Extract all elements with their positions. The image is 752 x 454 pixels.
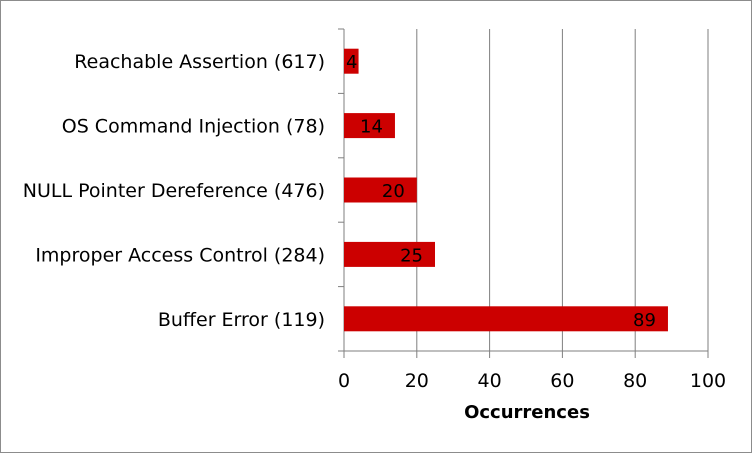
data-label-4: 89 (633, 310, 656, 331)
bar-0 (344, 48, 359, 74)
x-tick-label-4: 80 (623, 370, 647, 392)
category-label-4: Buffer Error (119) (158, 309, 325, 331)
x-axis-title: Occurrences (464, 402, 590, 423)
bar-4 (344, 306, 668, 332)
category-label-0: Reachable Assertion (617) (74, 51, 325, 73)
bar-1 (344, 113, 395, 139)
x-tick-label-3: 60 (550, 370, 574, 392)
category-label-1: OS Command Injection (78) (62, 116, 325, 138)
bar-2 (344, 177, 417, 203)
x-tick-label-5: 100 (690, 370, 726, 392)
data-label-1: 14 (360, 117, 383, 138)
x-tick-label-0: 0 (338, 370, 350, 392)
data-label-0: 4 (346, 52, 357, 73)
x-tick-label-1: 20 (405, 370, 429, 392)
bar-3 (344, 241, 435, 267)
x-tick-label-2: 40 (478, 370, 502, 392)
category-label-2: NULL Pointer Dereference (476) (23, 180, 325, 202)
category-label-3: Improper Access Control (284) (35, 244, 325, 266)
data-label-2: 20 (382, 181, 405, 202)
data-label-3: 25 (400, 245, 423, 266)
